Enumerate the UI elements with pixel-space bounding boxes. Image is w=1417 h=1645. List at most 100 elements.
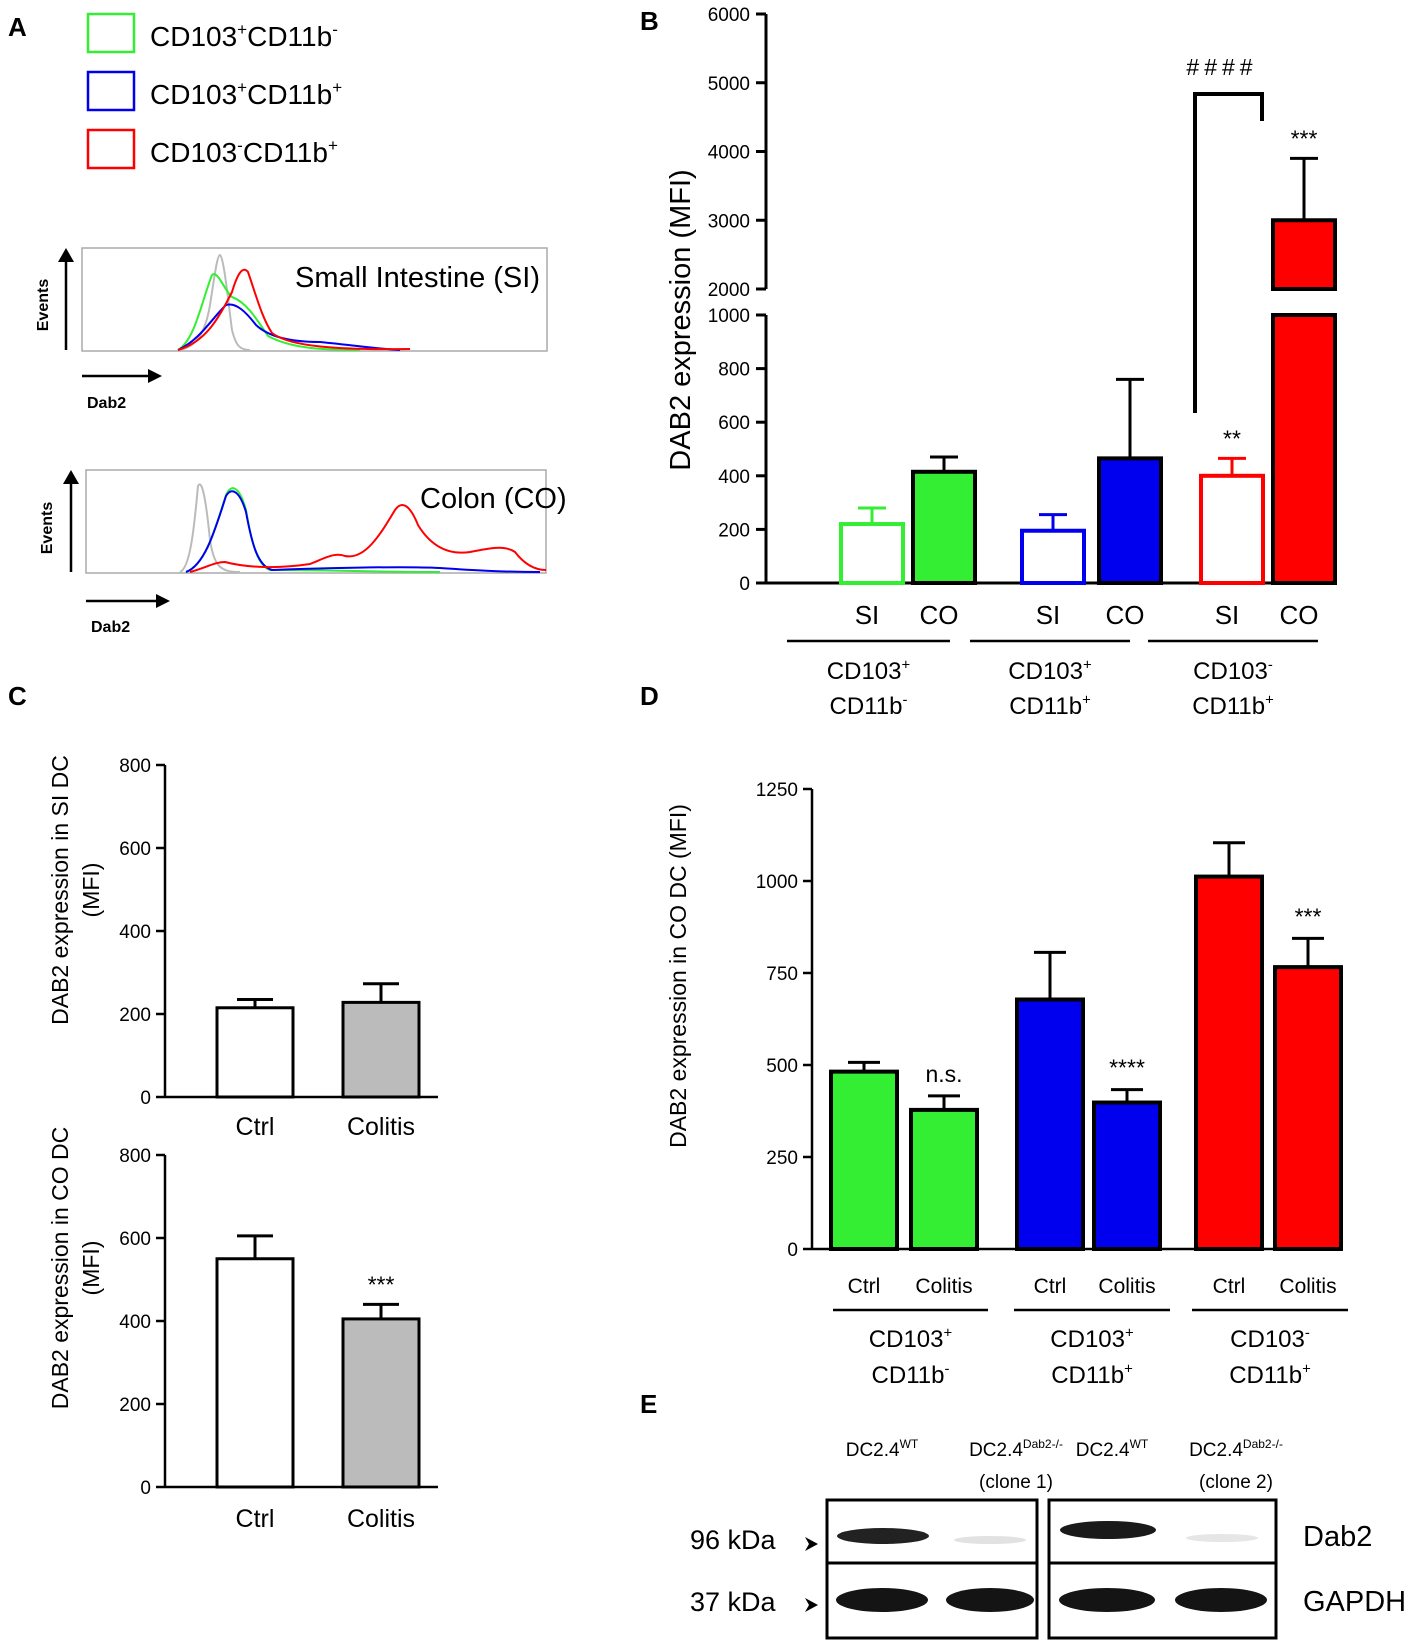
legend-label-3: CD103-CD11b+ <box>150 136 338 168</box>
bar-chart-b-group-label-2: CD11b- <box>830 692 908 720</box>
legend-label-1: CD103+CD11b- <box>150 20 338 52</box>
blot-band-dab2-ko-1 <box>954 1536 1026 1544</box>
histogram-si-title: Small Intestine (SI) <box>295 262 540 294</box>
legend-swatch-blue <box>86 70 136 112</box>
histogram-co-frame <box>85 469 547 574</box>
blot-marker-37kda: 37 kDa <box>690 1587 777 1617</box>
blot-band-gapdh-1 <box>836 1588 928 1612</box>
bar-chart-b-ylabel: DAB2 expression (MFI) <box>665 169 697 470</box>
bar-chart-d-ytick-label: 500 <box>766 1056 798 1077</box>
bar-chart-b-xtick-label: CO <box>920 600 959 630</box>
bar-chart-d-ytick-label: 1000 <box>756 872 798 893</box>
legend-swatch-green <box>86 12 136 54</box>
histogram-co-xlabel: Dab2 <box>91 619 130 636</box>
panel-label-e: E <box>640 1389 657 1419</box>
panelCtop-bar <box>215 1006 295 1099</box>
blot-band-gapdh-2 <box>946 1588 1034 1612</box>
bar-chart-b-ytick-label: 5000 <box>708 74 750 95</box>
bar-chart-b-xtick-label: SI <box>1036 600 1061 630</box>
blot-lane-sublabel-4: (clone 2) <box>1199 1472 1273 1493</box>
bar-chart-d-group-label-1: CD103- <box>1230 1325 1310 1353</box>
panelCtop-xtick-label: Colitis <box>347 1113 415 1141</box>
bar-chart-d-bar <box>909 1107 979 1251</box>
histogram-si-ylabel: Events <box>35 279 52 332</box>
bar-chart-c-top-ylabel-2: (MFI) <box>78 863 104 918</box>
arrowhead-icon <box>805 1598 818 1612</box>
bar-chart-d-group-label-1: CD103+ <box>869 1325 952 1353</box>
blot-protein-gapdh: GAPDH <box>1303 1586 1406 1618</box>
bar-chart-d-annotation: **** <box>1109 1055 1145 1081</box>
arrow-right-icon <box>148 369 162 383</box>
blot-band-dab2-ko-2 <box>1186 1534 1258 1542</box>
legend-label-2: CD103+CD11b+ <box>150 78 342 110</box>
bar-chart-b-bar-lower <box>1271 313 1337 585</box>
bar-chart-b-xtick-label: CO <box>1280 600 1319 630</box>
panel-label-a: A <box>8 12 27 42</box>
bar-chart-d-xtick-label: Colitis <box>1279 1275 1336 1298</box>
bar-chart-b-axis-break <box>1270 291 1338 313</box>
histogram-si-frame <box>81 247 548 352</box>
panelCtop-ytick-label: 200 <box>119 1005 151 1026</box>
histogram-co-grey-curve <box>179 483 241 573</box>
bar-chart-b-xtick-label: SI <box>1215 600 1240 630</box>
bar-chart-d-group-label-2: CD11b+ <box>1051 1361 1133 1389</box>
bar-chart-d-bar <box>1273 965 1343 1251</box>
bar-chart-c-top-ylabel-1: DAB2 expression in SI DC <box>47 755 73 1025</box>
histogram-si-green-curve <box>177 273 361 351</box>
blot-band-dab2-wt-1 <box>837 1528 929 1544</box>
bar-chart-b-ytick-label: 1000 <box>708 306 750 327</box>
histogram-si-red-curve <box>177 268 411 351</box>
bar-chart-d-bar <box>829 1069 899 1252</box>
bar-chart-b-ytick-label: 4000 <box>708 143 750 164</box>
bar-chart-b-bar-group <box>1020 513 1086 585</box>
panel-a-legend: CD103+CD11b- CD103+CD11b+ CD103-CD11b+ <box>86 12 342 170</box>
bar-chart-b-bar <box>1020 528 1086 585</box>
histogram-si-blue-curve <box>177 303 401 351</box>
blot-protein-dab2: Dab2 <box>1303 1521 1372 1553</box>
bar-chart-b-group-label-1: CD103+ <box>827 657 910 685</box>
panelCbot-bar <box>215 1257 295 1489</box>
blot-lane-label-4: DC2.4Dab2-/- <box>1189 1437 1283 1461</box>
bar-chart-b-group-label-2: CD11b+ <box>1192 692 1274 720</box>
panelCtop-bar <box>341 1000 421 1099</box>
bar-chart-b: DAB2 expression (MFI) 0 200 400 600 800 1000 2… <box>665 5 1338 720</box>
panelCtop-ytick-label: 600 <box>119 839 151 860</box>
bar-chart-b-bar-group <box>911 455 977 585</box>
bar-chart-d-xtick-label: Colitis <box>915 1275 972 1298</box>
histogram-si: Events Dab2 Small Intestine (SI) <box>35 247 548 412</box>
bar-chart-d-ylabel: DAB2 expression in CO DC (MFI) <box>665 804 691 1148</box>
blot-lane-label-1: DC2.4WT <box>846 1437 919 1461</box>
bar-chart-b-bar-group <box>839 506 905 585</box>
blot-lane-label-3: DC2.4WT <box>1076 1437 1149 1461</box>
histogram-si-grey-curve <box>177 253 251 351</box>
panelCbot-xtick-label: Colitis <box>347 1505 415 1533</box>
bar-chart-d-ytick-label: 1250 <box>756 780 798 801</box>
bar-chart-b-ytick-label: 6000 <box>708 5 750 26</box>
blot-lane-sublabel-2: (clone 1) <box>979 1472 1053 1493</box>
bar-chart-c-bottom-ylabel-1: DAB2 expression in CO DC <box>47 1127 73 1410</box>
bar-chart-b-annotation: ** <box>1223 425 1241 451</box>
bar-chart-d: DAB2 expression in CO DC (MFI) 0 250 500 75… <box>665 780 1348 1389</box>
bar-chart-c-bottom: DAB2 expression in CO DC (MFI) 0 200 400 60… <box>47 1127 438 1533</box>
bar-chart-b-bar <box>1097 456 1163 586</box>
bar-chart-b-bar <box>839 522 905 585</box>
bar-chart-d-bar <box>1194 874 1264 1251</box>
panel-label-c: C <box>8 681 27 711</box>
arrow-up-icon <box>58 248 74 262</box>
arrowhead-icon <box>805 1537 818 1551</box>
bar-chart-d-group-label-2: CD11b+ <box>1229 1361 1311 1389</box>
bar-chart-b-ytick-label: 0 <box>739 574 750 595</box>
bar-chart-d-bar <box>1015 997 1085 1251</box>
bar-chart-b-bar-group: ** <box>1199 425 1265 585</box>
bar-chart-d-annotation: *** <box>1295 903 1322 929</box>
bar-chart-b-bar <box>911 469 977 585</box>
bracket-label: #### <box>1186 54 1257 80</box>
bar-chart-d-xtick-label: Ctrl <box>1213 1275 1246 1298</box>
panelCbot-annotation: *** <box>368 1271 395 1297</box>
bar-chart-c-bottom-ylabel-2: (MFI) <box>78 1241 104 1296</box>
bar-chart-d-bar <box>1092 1100 1162 1252</box>
panelCbot-ytick-label: 800 <box>119 1146 151 1167</box>
histogram-si-xlabel: Dab2 <box>87 395 126 412</box>
western-blot-e: DC2.4WT DC2.4Dab2-/- (clone 1) DC2.4WT D… <box>690 1437 1406 1640</box>
histogram-co: Events Dab2 Colon (CO) <box>39 469 567 636</box>
